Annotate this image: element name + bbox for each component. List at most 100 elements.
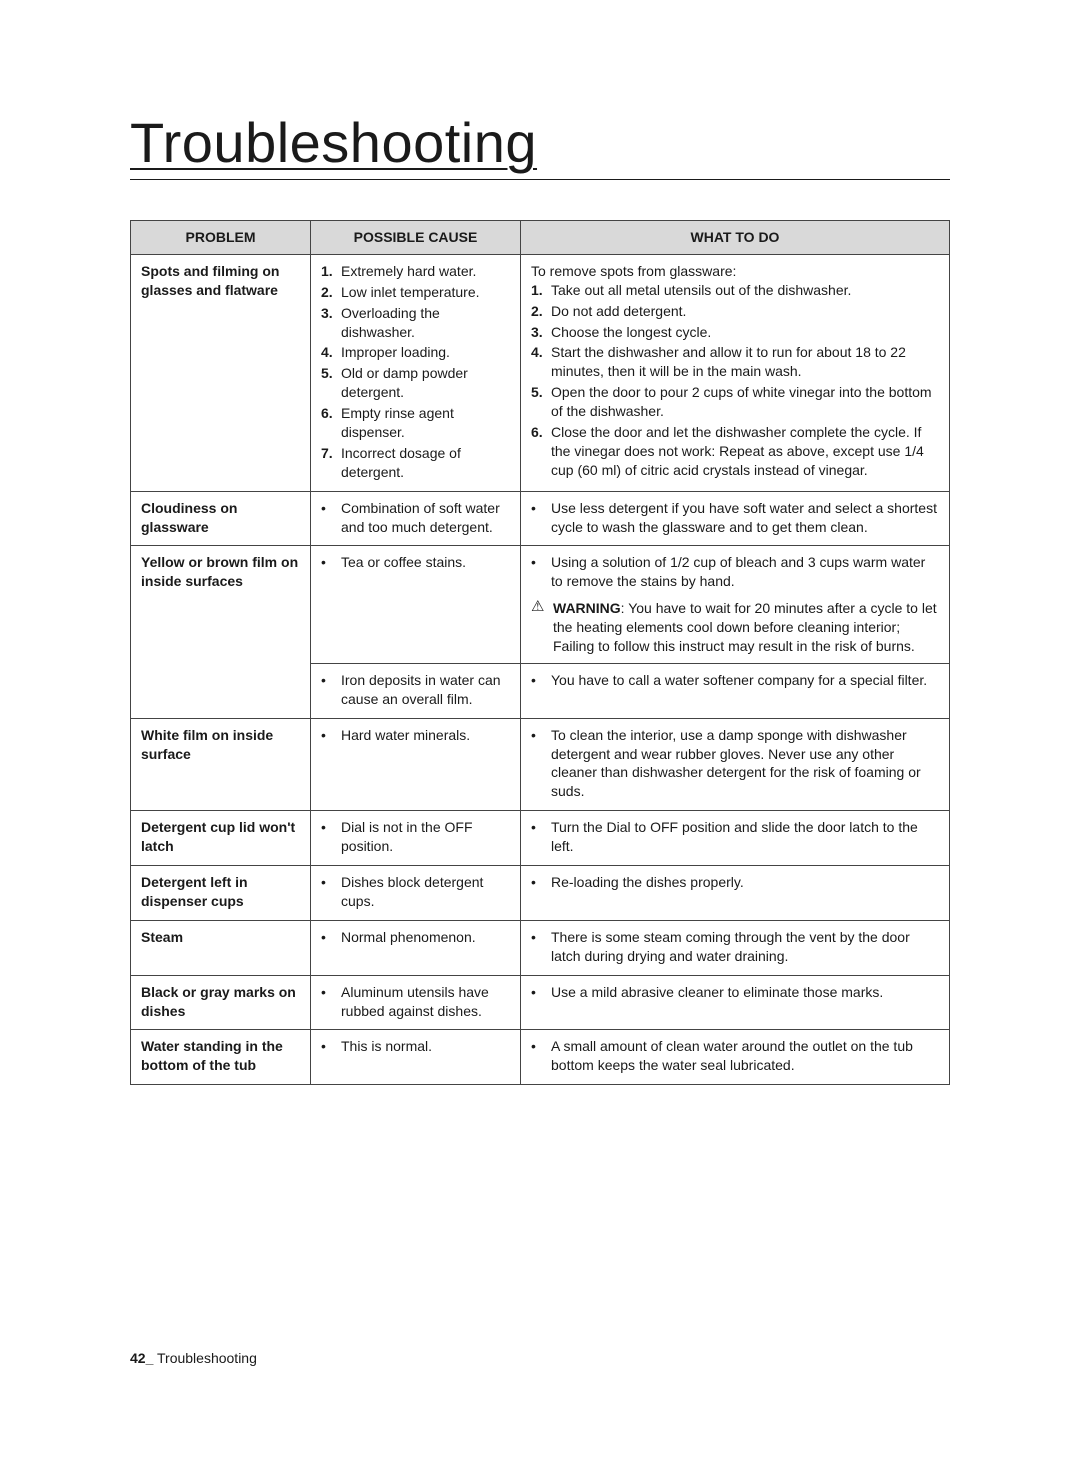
cause-text: Hard water minerals. [341, 726, 470, 745]
list-item: 5.Open the door to pour 2 cups of white … [531, 383, 939, 421]
todo-list: 1.Take out all metal utensils out of the… [531, 281, 939, 480]
cause-text: Improper loading. [341, 343, 450, 362]
todo-intro: To remove spots from glassware: [531, 262, 939, 281]
warning-icon: ⚠ [531, 599, 553, 656]
todo-cell: •Using a solution of 1/2 cup of bleach a… [521, 546, 950, 663]
list-item: •This is normal. [321, 1037, 510, 1056]
todo-cell: •You have to call a water softener compa… [521, 663, 950, 718]
footer-section: Troubleshooting [157, 1350, 257, 1366]
warning: ⚠ WARNING: You have to wait for 20 minut… [531, 599, 939, 656]
cause-cell: •Tea or coffee stains. [311, 546, 521, 663]
cause-text: Incorrect dosage of detergent. [341, 444, 510, 482]
cause-text: Extremely hard water. [341, 262, 476, 281]
todo-text: There is some steam coming through the v… [551, 928, 939, 966]
list-item: •Tea or coffee stains. [321, 553, 510, 572]
todo-text: Start the dishwasher and allow it to run… [551, 343, 939, 381]
page-number: 42_ [130, 1350, 153, 1366]
cause-cell: •Iron deposits in water can cause an ove… [311, 663, 521, 718]
cause-text: This is normal. [341, 1037, 432, 1056]
todo-text: Choose the longest cycle. [551, 323, 711, 342]
list-item: •Aluminum utensils have rubbed against d… [321, 983, 510, 1021]
cause-text: Overloading the dishwasher. [341, 304, 510, 342]
todo-text: Use a mild abrasive cleaner to eliminate… [551, 983, 883, 1002]
list-item: 1.Extremely hard water. [321, 262, 510, 281]
cause-cell: •This is normal. [311, 1030, 521, 1085]
list-item: •Iron deposits in water can cause an ove… [321, 671, 510, 709]
table-header-row: PROBLEM POSSIBLE CAUSE WHAT TO DO [131, 221, 950, 255]
cause-cell: •Dial is not in the OFF position. [311, 811, 521, 866]
todo-cell: •Turn the Dial to OFF position and slide… [521, 811, 950, 866]
cause-text: Combination of soft water and too much d… [341, 499, 510, 537]
todo-text: Using a solution of 1/2 cup of bleach an… [551, 553, 939, 591]
table-row: Cloudiness on glassware •Combination of … [131, 491, 950, 546]
list-item: •Dial is not in the OFF position. [321, 818, 510, 856]
todo-text: Close the door and let the dishwasher co… [551, 423, 939, 480]
problem-cell: Detergent left in dispenser cups [131, 866, 311, 921]
cause-text: Dishes block detergent cups. [341, 873, 510, 911]
cause-text: Normal phenomenon. [341, 928, 476, 947]
list-item: •Turn the Dial to OFF position and slide… [531, 818, 939, 856]
todo-text: Re-loading the dishes properly. [551, 873, 744, 892]
todo-cell: •There is some steam coming through the … [521, 920, 950, 975]
list-item: 3.Overloading the dishwasher. [321, 304, 510, 342]
list-item: •Normal phenomenon. [321, 928, 510, 947]
list-item: 7.Incorrect dosage of detergent. [321, 444, 510, 482]
cause-text: Tea or coffee stains. [341, 553, 466, 572]
cause-list: 1.Extremely hard water. 2.Low inlet temp… [321, 262, 510, 482]
table-row: Detergent cup lid won't latch •Dial is n… [131, 811, 950, 866]
cause-text: Empty rinse agent dispenser. [341, 404, 510, 442]
list-item: •Using a solution of 1/2 cup of bleach a… [531, 553, 939, 591]
problem-cell: Detergent cup lid won't latch [131, 811, 311, 866]
cause-cell: •Hard water minerals. [311, 718, 521, 811]
cause-cell: •Aluminum utensils have rubbed against d… [311, 975, 521, 1030]
todo-cell: •Re-loading the dishes properly. [521, 866, 950, 921]
cause-cell: •Combination of soft water and too much … [311, 491, 521, 546]
table-row: Black or gray marks on dishes •Aluminum … [131, 975, 950, 1030]
list-item: •Use a mild abrasive cleaner to eliminat… [531, 983, 939, 1002]
page: Troubleshooting PROBLEM POSSIBLE CAUSE W… [0, 0, 1080, 1085]
list-item: 5.Old or damp powder detergent. [321, 364, 510, 402]
list-item: 3.Choose the longest cycle. [531, 323, 939, 342]
todo-text: Do not add detergent. [551, 302, 686, 321]
list-item: 6.Empty rinse agent dispenser. [321, 404, 510, 442]
page-footer: 42_ Troubleshooting [130, 1350, 257, 1366]
problem-cell: White film on inside surface [131, 718, 311, 811]
todo-cell: •Use less detergent if you have soft wat… [521, 491, 950, 546]
list-item: 4.Improper loading. [321, 343, 510, 362]
todo-cell: •A small amount of clean water around th… [521, 1030, 950, 1085]
col-header-problem: PROBLEM [131, 221, 311, 255]
list-item: 6.Close the door and let the dishwasher … [531, 423, 939, 480]
cause-cell: •Normal phenomenon. [311, 920, 521, 975]
todo-cell: •Use a mild abrasive cleaner to eliminat… [521, 975, 950, 1030]
table-row: Water standing in the bottom of the tub … [131, 1030, 950, 1085]
problem-cell: Spots and filming on glasses and flatwar… [131, 254, 311, 491]
list-item: •Hard water minerals. [321, 726, 510, 745]
cause-text: Old or damp powder detergent. [341, 364, 510, 402]
list-item: •Use less detergent if you have soft wat… [531, 499, 939, 537]
list-item: 2.Do not add detergent. [531, 302, 939, 321]
list-item: •Re-loading the dishes properly. [531, 873, 939, 892]
problem-cell: Steam [131, 920, 311, 975]
list-item: 2.Low inlet temperature. [321, 283, 510, 302]
list-item: •Dishes block detergent cups. [321, 873, 510, 911]
table-row: White film on inside surface •Hard water… [131, 718, 950, 811]
list-item: •To clean the interior, use a damp spong… [531, 726, 939, 802]
todo-text: Use less detergent if you have soft wate… [551, 499, 939, 537]
todo-text: Turn the Dial to OFF position and slide … [551, 818, 939, 856]
warning-body: WARNING: You have to wait for 20 minutes… [553, 599, 939, 656]
table-row: Spots and filming on glasses and flatwar… [131, 254, 950, 491]
col-header-todo: WHAT TO DO [521, 221, 950, 255]
table-row: Detergent left in dispenser cups •Dishes… [131, 866, 950, 921]
list-item: •Combination of soft water and too much … [321, 499, 510, 537]
todo-cell: •To clean the interior, use a damp spong… [521, 718, 950, 811]
list-item: 1.Take out all metal utensils out of the… [531, 281, 939, 300]
problem-cell: Yellow or brown film on inside surfaces [131, 546, 311, 718]
problem-cell: Water standing in the bottom of the tub [131, 1030, 311, 1085]
page-title: Troubleshooting [130, 110, 950, 180]
cause-cell: •Dishes block detergent cups. [311, 866, 521, 921]
list-item: •There is some steam coming through the … [531, 928, 939, 966]
list-item: •You have to call a water softener compa… [531, 671, 939, 690]
cause-text: Iron deposits in water can cause an over… [341, 671, 510, 709]
problem-cell: Black or gray marks on dishes [131, 975, 311, 1030]
todo-text: A small amount of clean water around the… [551, 1037, 939, 1075]
